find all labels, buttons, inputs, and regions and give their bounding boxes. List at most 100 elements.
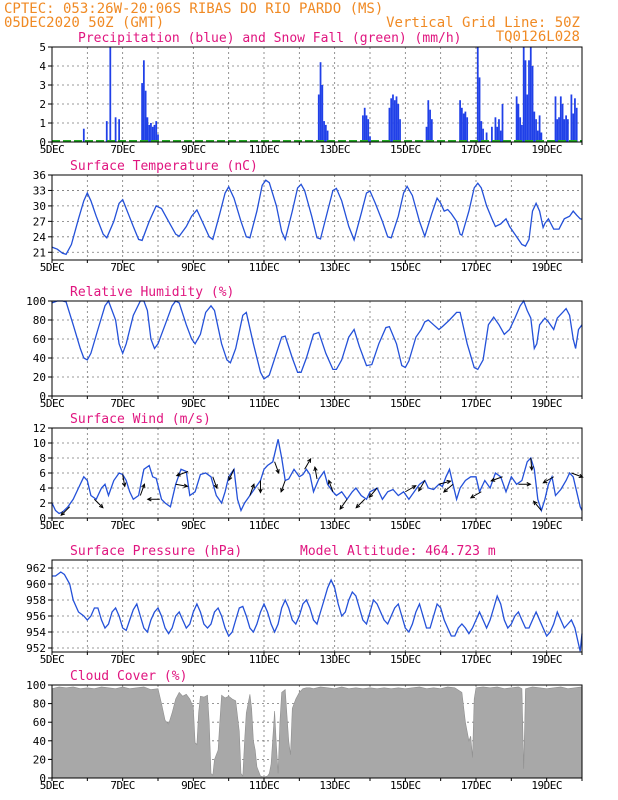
panel-frame — [51, 559, 583, 653]
x-tick-label: 7DEC — [110, 519, 135, 532]
wind-vector — [60, 506, 71, 516]
wind-vector — [438, 480, 451, 485]
x-tick-label: 7DEC — [110, 779, 135, 792]
panel-frame — [51, 684, 583, 779]
precip-bar — [570, 94, 573, 142]
precip-bar — [558, 117, 560, 142]
wind-vector — [533, 500, 542, 511]
y-tick-label: 12 — [33, 422, 46, 435]
precip-bar — [476, 47, 479, 142]
wind-vector — [304, 458, 312, 470]
y-tick-label: 952 — [26, 642, 46, 655]
panel-title: Surface Wind (m/s) — [70, 412, 211, 427]
x-tick-label: 17DEC — [461, 653, 492, 666]
x-tick-label: 15DEC — [390, 143, 421, 156]
y-tick-label: 0 — [39, 390, 46, 403]
wind-vector-head — [529, 466, 534, 472]
precip-bar — [498, 119, 500, 142]
wind-vector-head — [327, 479, 333, 485]
precip-bar — [148, 124, 151, 142]
wind-vector — [530, 457, 533, 470]
wind-vector-head — [542, 479, 548, 484]
precip-bar — [575, 107, 578, 142]
precip-bar — [363, 107, 366, 142]
precip-bar — [155, 121, 158, 142]
wind-vector — [280, 480, 286, 492]
x-tick-label: 19DEC — [531, 653, 562, 666]
x-tick-label: 11DEC — [249, 779, 280, 792]
y-tick-label: 6 — [39, 467, 46, 480]
y-tick-label: 80 — [33, 698, 46, 711]
y-tick-label: 27 — [33, 215, 46, 228]
precip-bar — [399, 119, 401, 142]
precip-bar — [430, 119, 433, 142]
wind-vector-head — [60, 511, 66, 517]
wind-vector — [94, 498, 104, 509]
precip-bar — [142, 60, 145, 142]
precip-bar — [317, 94, 320, 142]
precip-bar — [151, 126, 154, 142]
precip-bar — [499, 130, 502, 142]
precip-bar — [501, 104, 504, 142]
header-date: 05DEC2020 50Z (GMT) — [4, 15, 164, 31]
y-tick-label: 2 — [39, 98, 46, 111]
precip-bar — [388, 107, 391, 142]
wind-vector — [274, 461, 280, 474]
wind-vector — [176, 471, 189, 477]
x-tick-label: 9DEC — [181, 397, 206, 410]
wind-vector — [405, 485, 416, 493]
y-tick-label: 0 — [39, 136, 46, 149]
wind-vector-head — [307, 457, 312, 463]
wind-vector — [418, 480, 426, 492]
panel-precip: 0 1 2 3 4 5 5DEC 7DEC 9DEC 11DEC 13DEC 15DEC 17DEC 19… — [39, 31, 583, 156]
x-tick-label: 9DEC — [181, 519, 206, 532]
x-tick-label: 11DEC — [249, 397, 280, 410]
precip-bar — [517, 104, 520, 142]
x-tick-label: 9DEC — [181, 143, 206, 156]
wind-vector — [443, 483, 454, 493]
panel-title: Relative Humidity (%) — [70, 285, 234, 300]
wind-vector-head — [526, 482, 532, 487]
y-tick-label: 100 — [26, 295, 46, 308]
x-tick-label: 17DEC — [461, 261, 492, 274]
x-tick-label: 5DEC — [40, 519, 65, 532]
y-tick-label: 60 — [33, 333, 46, 346]
x-tick-label: 15DEC — [390, 779, 421, 792]
x-tick-label: 5DEC — [40, 779, 65, 792]
y-tick-label: 60 — [33, 716, 46, 729]
precip-bar — [390, 98, 393, 142]
y-tick-label: 40 — [33, 352, 46, 365]
y-tick-label: 30 — [33, 200, 46, 213]
wind-vector-head — [368, 493, 374, 499]
y-tick-label: 4 — [39, 60, 46, 73]
panel-pressure: 952 954 956 958 960 962 5DEC 7DEC 9DEC 11DEC 13DEC… — [26, 544, 583, 666]
precip-bar — [460, 107, 463, 142]
precip-bar — [146, 117, 149, 142]
precip-bar — [480, 121, 483, 142]
wind-vector — [368, 487, 378, 498]
x-tick-label: 13DEC — [319, 397, 350, 410]
panel-title: Surface Temperature (nC) — [70, 159, 258, 174]
wind-vector-head — [339, 505, 344, 511]
wind-vector — [249, 484, 255, 496]
wind-vector-head — [442, 488, 448, 493]
x-tick-label: 19DEC — [531, 779, 562, 792]
y-tick-label: 8 — [39, 452, 46, 465]
x-tick-label: 13DEC — [319, 779, 350, 792]
x-tick-label: 11DEC — [249, 261, 280, 274]
x-tick-label: 9DEC — [181, 261, 206, 274]
x-tick-label: 13DEC — [319, 143, 350, 156]
y-tick-label: 3 — [39, 79, 46, 92]
precip-bar — [367, 119, 370, 142]
precip-bar — [429, 109, 431, 142]
y-tick-label: 956 — [26, 610, 46, 623]
precip-bar — [515, 96, 518, 142]
header-location: CPTEC: 053:26W-20:06S RIBAS DO RIO PARDO… — [4, 1, 383, 17]
precip-bar — [459, 100, 461, 142]
x-tick-label: 17DEC — [461, 519, 492, 532]
header-grid-line: Vertical Grid Line: 50Z — [386, 15, 580, 31]
precip-bar — [462, 113, 465, 142]
precip-bar — [369, 136, 371, 142]
wind-vector — [355, 498, 366, 509]
